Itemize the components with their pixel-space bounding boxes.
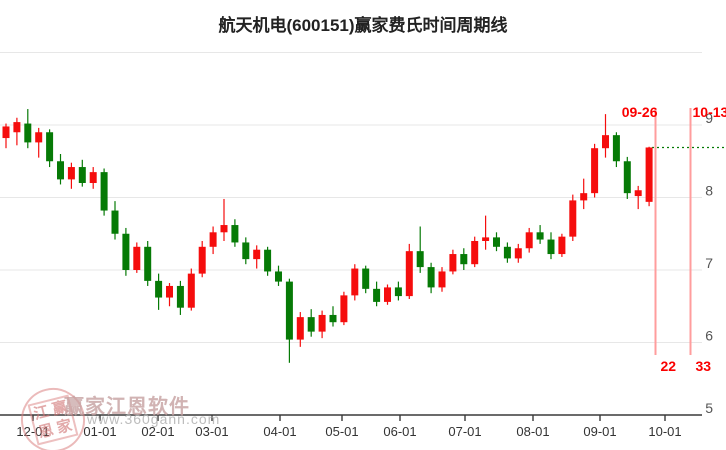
y-axis-label: 5 — [705, 400, 713, 416]
candle-body — [438, 271, 446, 288]
candle-body — [634, 190, 642, 197]
x-axis-label: 03-01 — [195, 424, 228, 439]
candle-body — [416, 251, 424, 268]
candle-body — [503, 246, 511, 259]
candle-body — [111, 210, 119, 234]
x-axis-label: 02-01 — [141, 424, 174, 439]
candle-body — [449, 254, 457, 272]
candle-body — [100, 172, 108, 211]
candle-body — [307, 317, 315, 332]
candle-body — [13, 122, 21, 133]
candle-body — [471, 241, 479, 265]
candle-body — [2, 126, 10, 139]
candle-body — [384, 287, 391, 302]
candle-body — [155, 280, 163, 298]
candle-body — [296, 317, 304, 340]
candle-body — [187, 273, 195, 308]
candle-body — [122, 233, 130, 270]
candle-body — [340, 295, 348, 323]
candle-body — [285, 281, 293, 340]
candle-body — [373, 288, 381, 302]
candle-body — [580, 193, 588, 201]
candle-body — [514, 248, 522, 259]
candle-body — [35, 132, 43, 143]
candle-body — [405, 251, 413, 297]
candle-body — [46, 132, 54, 162]
candle-body — [198, 246, 206, 274]
candle-body — [612, 135, 620, 162]
candle-body — [220, 225, 228, 233]
fib-count-label: 22 — [661, 358, 677, 374]
candle-body — [536, 232, 544, 240]
candle-body — [78, 167, 86, 183]
candle-body — [176, 285, 184, 308]
fib-count-label: 33 — [696, 358, 712, 374]
candle-body — [525, 232, 533, 249]
x-axis-label: 08-01 — [516, 424, 549, 439]
candle-body — [318, 314, 326, 332]
x-axis-label: 12-01 — [16, 424, 49, 439]
candle-body — [427, 267, 435, 288]
candle-body — [67, 167, 75, 180]
candle-body — [209, 232, 217, 247]
candle-body — [57, 161, 64, 180]
candle-body — [362, 268, 370, 289]
x-axis-label: 09-01 — [583, 424, 616, 439]
candle-body — [166, 285, 173, 298]
candle-body — [591, 148, 599, 194]
candle-body — [558, 236, 566, 255]
x-axis-label: 06-01 — [383, 424, 416, 439]
candle-body — [253, 249, 261, 260]
candle-body — [547, 239, 555, 255]
candle-body — [482, 237, 490, 241]
candle-body — [264, 249, 272, 272]
fib-date-label: 09-26 — [622, 104, 658, 120]
x-axis-label: 10-01 — [648, 424, 681, 439]
candle-body — [602, 135, 609, 149]
y-axis-label: 9 — [705, 110, 713, 126]
candle-body — [460, 254, 468, 265]
candle-body — [144, 246, 152, 281]
x-axis-label: 07-01 — [448, 424, 481, 439]
y-axis-label: 6 — [705, 328, 713, 344]
candle-body — [231, 225, 239, 243]
candle-body — [24, 123, 32, 143]
y-axis-label: 8 — [705, 183, 713, 199]
page-title: 航天机电(600151)赢家费氏时间周期线 — [218, 16, 508, 35]
candle-body — [242, 242, 250, 260]
x-axis-label: 05-01 — [325, 424, 358, 439]
candle-body — [275, 271, 282, 282]
candle-body — [133, 246, 141, 270]
candle-body — [645, 147, 653, 202]
candle-body — [394, 287, 402, 297]
x-axis-label: 01-01 — [83, 424, 116, 439]
fib-date-label: 10-13 — [693, 104, 726, 120]
y-axis-label: 7 — [705, 255, 713, 271]
candle-body — [351, 268, 359, 296]
candle-body — [623, 161, 631, 194]
candle-body — [89, 172, 97, 183]
candle-body — [569, 200, 577, 237]
candle-body — [493, 237, 500, 247]
candle-body — [329, 314, 337, 323]
x-axis-label: 04-01 — [263, 424, 296, 439]
